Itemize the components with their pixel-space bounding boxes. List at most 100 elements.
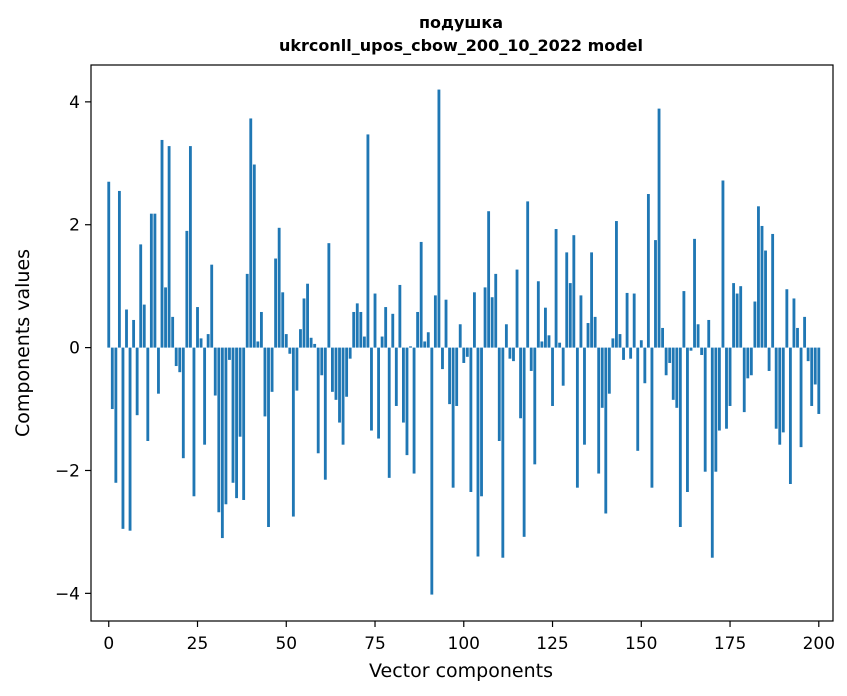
bar — [259, 311, 263, 348]
bar — [487, 211, 491, 348]
bar — [345, 347, 349, 397]
bar — [245, 273, 249, 348]
bar — [650, 347, 654, 488]
bar — [157, 347, 160, 394]
bar — [696, 324, 700, 348]
bar — [217, 347, 221, 513]
bar — [572, 235, 576, 348]
bar — [725, 347, 728, 429]
bar — [473, 292, 476, 348]
bar — [693, 238, 696, 348]
bar — [654, 240, 657, 348]
bar — [188, 146, 192, 348]
bar — [636, 347, 640, 451]
bar — [792, 298, 796, 348]
bar — [615, 221, 618, 348]
bar — [703, 347, 707, 472]
bar — [735, 293, 739, 348]
bar — [412, 347, 416, 474]
bar — [444, 299, 448, 348]
bar — [657, 108, 661, 348]
bar — [458, 324, 462, 348]
bar — [536, 281, 540, 348]
bar — [160, 139, 164, 348]
y-tick-label: 0 — [69, 339, 80, 359]
bar — [352, 311, 356, 348]
bar — [306, 283, 309, 348]
bar — [114, 347, 118, 483]
bar — [323, 347, 327, 480]
bar — [810, 347, 814, 406]
bar — [455, 347, 459, 406]
y-axis-label: Components values — [12, 249, 34, 437]
bar — [671, 347, 675, 400]
bar — [586, 323, 590, 348]
bar — [579, 295, 583, 348]
x-tick-label: 200 — [803, 634, 835, 654]
chart-title-line-1: подушка — [419, 13, 503, 32]
x-tick-label: 0 — [103, 634, 114, 654]
bar — [235, 347, 238, 499]
bar — [249, 118, 253, 348]
bar — [817, 347, 821, 414]
x-tick-label: 125 — [536, 634, 568, 654]
bar — [522, 347, 526, 537]
bar — [206, 334, 210, 348]
y-axis-ticks: −4 −2 0 2 4 — [55, 93, 91, 604]
bar — [149, 213, 153, 348]
x-tick-label: 100 — [448, 634, 480, 654]
bar — [771, 233, 775, 348]
bar — [689, 347, 693, 351]
bar — [739, 286, 743, 348]
bar — [497, 347, 501, 441]
bar — [767, 347, 771, 371]
bar — [519, 347, 522, 419]
bar — [402, 347, 405, 423]
bar — [480, 347, 483, 497]
bar — [423, 341, 427, 348]
bar — [668, 347, 672, 363]
bar — [597, 347, 601, 474]
bar — [686, 347, 689, 492]
bar — [110, 347, 114, 410]
bar — [707, 319, 711, 348]
bar — [600, 347, 604, 408]
bar — [320, 347, 324, 376]
bar — [199, 338, 203, 348]
bar — [359, 311, 363, 348]
bar — [540, 341, 544, 348]
bar — [611, 338, 615, 348]
x-tick-label: 50 — [275, 634, 297, 654]
x-tick-label: 150 — [625, 634, 657, 654]
bar — [167, 146, 171, 348]
bar — [135, 347, 139, 416]
bar — [646, 194, 650, 348]
bar — [590, 252, 594, 348]
bar — [799, 347, 803, 448]
bar — [142, 304, 146, 348]
bar — [551, 347, 554, 406]
bar — [433, 295, 437, 348]
bar — [117, 190, 121, 348]
bar — [714, 347, 718, 472]
bar — [238, 347, 242, 437]
bar — [622, 347, 625, 360]
chart-title-line-2: ukrconll_upos_cbow_200_10_2022 model — [279, 36, 643, 55]
bar — [146, 347, 150, 441]
bar — [139, 244, 143, 348]
bar — [764, 250, 767, 348]
bar — [426, 332, 430, 348]
bar — [355, 303, 359, 348]
bar — [803, 316, 807, 348]
bar — [242, 347, 246, 500]
bar — [430, 347, 434, 595]
bar — [128, 347, 132, 531]
x-axis-label: Vector components — [369, 660, 553, 682]
x-tick-label: 75 — [364, 634, 386, 654]
bar — [330, 347, 334, 392]
bar — [334, 347, 338, 400]
bar — [409, 346, 412, 348]
bar — [760, 225, 764, 348]
bar — [398, 284, 402, 348]
bar-series — [107, 89, 821, 595]
